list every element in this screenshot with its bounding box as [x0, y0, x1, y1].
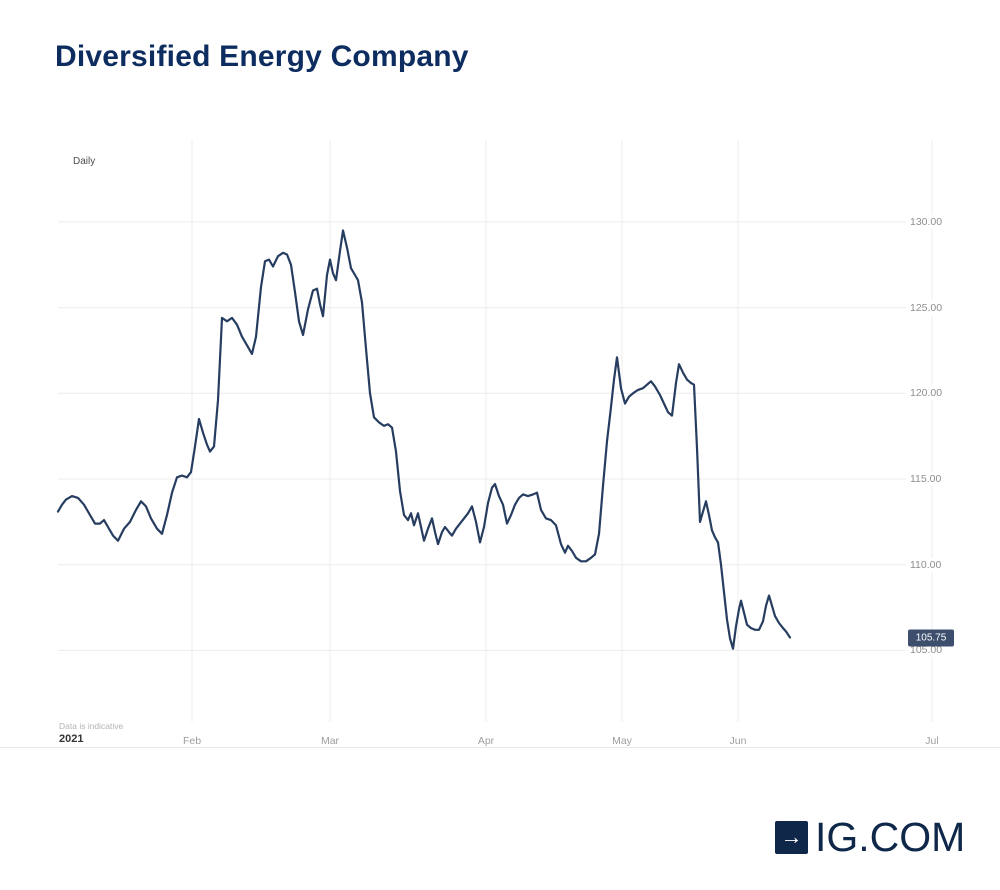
bottom-divider: [0, 747, 1000, 748]
arrow-right-icon: →: [780, 823, 803, 849]
page-title: Diversified Energy Company: [55, 40, 469, 73]
y-tick-label: 105.00: [908, 643, 945, 658]
x-axis-year-label: 2021: [59, 733, 84, 745]
x-tick-label: Feb: [182, 735, 202, 747]
ig-com-logo[interactable]: → IG.COM: [775, 817, 965, 858]
disclaimer-text: Data is indicative: [59, 721, 124, 731]
logo-wordmark: IG.COM: [815, 814, 966, 860]
last-price-badge: 105.75: [908, 629, 954, 647]
price-chart-svg: [56, 140, 933, 722]
x-tick-label: Jul: [925, 735, 939, 747]
logo-arrow-box: →: [775, 821, 808, 854]
x-tick-label: May: [612, 735, 632, 747]
y-tick-label: 120.00: [908, 386, 945, 401]
y-tick-label: 125.00: [908, 300, 945, 315]
y-tick-label: 110.00: [908, 557, 944, 572]
y-tick-label: 115.00: [908, 472, 944, 486]
x-tick-label: Mar: [320, 735, 340, 747]
x-tick-label: Jun: [729, 735, 747, 747]
y-tick-label: 130.00: [908, 214, 945, 229]
x-tick-label: Apr: [477, 735, 495, 747]
interval-label: Daily: [73, 156, 96, 167]
price-line-series: [56, 229, 792, 650]
